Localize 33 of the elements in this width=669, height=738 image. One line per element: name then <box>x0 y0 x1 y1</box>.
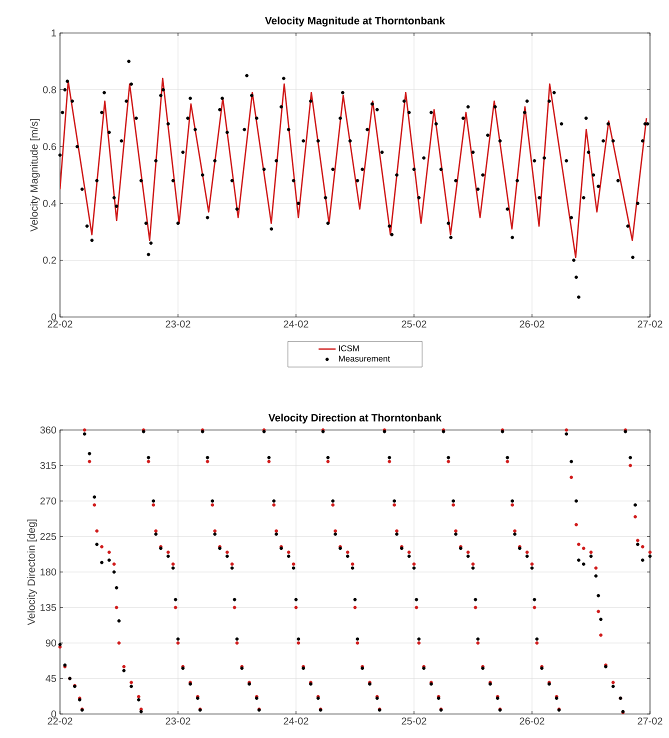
y-tick-label: 270 <box>40 497 56 505</box>
y-tick-label: 315 <box>40 462 56 470</box>
x-tick-label: 25-02 <box>402 718 426 725</box>
legend-label: Measurement <box>339 356 390 362</box>
y-tick-label: 0 <box>51 313 56 321</box>
y-axis-title: Velocity Magnitude [m/s] <box>30 119 40 232</box>
y-tick-label: 0.6 <box>43 143 56 150</box>
x-tick-label: 24-02 <box>284 718 308 725</box>
legend-label: ICSM <box>339 345 359 352</box>
x-tick-label: 26-02 <box>520 320 544 328</box>
x-tick-label: 24-02 <box>284 320 308 328</box>
y-axis-title: Velocity Directoin [deg] <box>27 520 38 626</box>
chart-title: Velocity Magnitude at Thorntonbank <box>264 16 446 26</box>
x-tick-label: 22-02 <box>48 718 72 725</box>
y-tick-label: 0.8 <box>43 86 56 94</box>
x-tick-label: 23-02 <box>166 718 190 725</box>
y-tick-label: 225 <box>40 532 56 540</box>
x-tick-label: 27-02 <box>638 320 662 328</box>
x-tick-label: 27-02 <box>638 718 662 725</box>
y-tick-label: 180 <box>40 568 56 576</box>
x-tick-label: 25-02 <box>402 320 426 328</box>
x-tick-label: 23-02 <box>166 320 190 328</box>
y-tick-label: 135 <box>40 604 56 612</box>
y-tick-label: 360 <box>40 426 56 434</box>
x-tick-label: 26-02 <box>520 718 544 725</box>
x-tick-label: 22-02 <box>48 320 72 328</box>
y-tick-label: 90 <box>46 639 56 647</box>
y-tick-label: 1 <box>52 30 56 36</box>
y-tick-label: 0 <box>51 710 56 718</box>
y-tick-label: 45 <box>46 675 56 682</box>
y-tick-label: 0.2 <box>43 256 56 264</box>
chart-title: Velocity Direction at Thorntonbank <box>268 414 442 424</box>
y-tick-label: 0.4 <box>43 200 56 207</box>
